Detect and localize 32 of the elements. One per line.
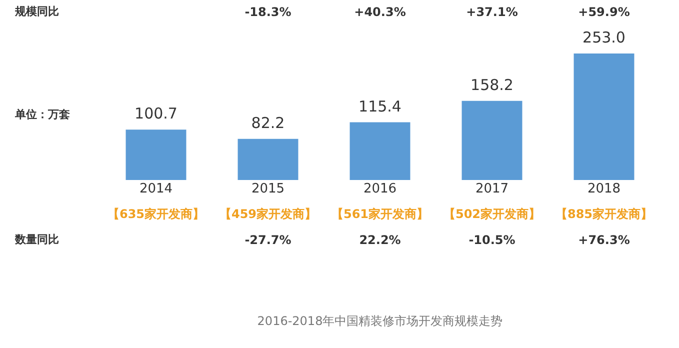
bar: [126, 130, 186, 180]
text: 【635家开发商】: [107, 207, 205, 221]
text: -10.5%: [468, 233, 516, 247]
bar: [574, 54, 634, 180]
x-tick-label: 2015: [251, 182, 285, 196]
text: 【561家开发商】: [331, 207, 429, 221]
x-tick-label: 2014: [139, 182, 173, 196]
text: +40.3%: [354, 5, 406, 19]
text: 【885家开发商】: [555, 207, 653, 221]
text: 规模同比: [14, 5, 59, 18]
bar: [350, 122, 410, 180]
data-label: 82.2: [251, 114, 285, 132]
data-label: 115.4: [358, 97, 402, 116]
data-label: 158.2: [470, 76, 514, 94]
x-tick-label: 2018: [587, 182, 621, 196]
text: +59.9%: [578, 5, 630, 19]
bar: [238, 138, 298, 180]
x-tick-label: 2016: [363, 182, 397, 196]
text: 单位：万套: [14, 108, 70, 121]
text: 22.2%: [359, 233, 401, 247]
text: 数量同比: [14, 233, 59, 246]
text: -27.7%: [244, 233, 292, 247]
text: +76.3%: [578, 233, 630, 247]
x-tick-label: 2017: [475, 182, 509, 196]
text: +37.1%: [466, 5, 518, 19]
bar: [462, 100, 522, 180]
data-label: 253.0: [582, 28, 626, 46]
text: 2016-2018年中国精装修市场开发商规模走势: [257, 314, 503, 328]
data-label: 100.7: [134, 104, 178, 123]
text: 【502家开发商】: [443, 207, 541, 221]
text: 【459家开发商】: [219, 207, 317, 221]
text: -18.3%: [244, 5, 292, 19]
